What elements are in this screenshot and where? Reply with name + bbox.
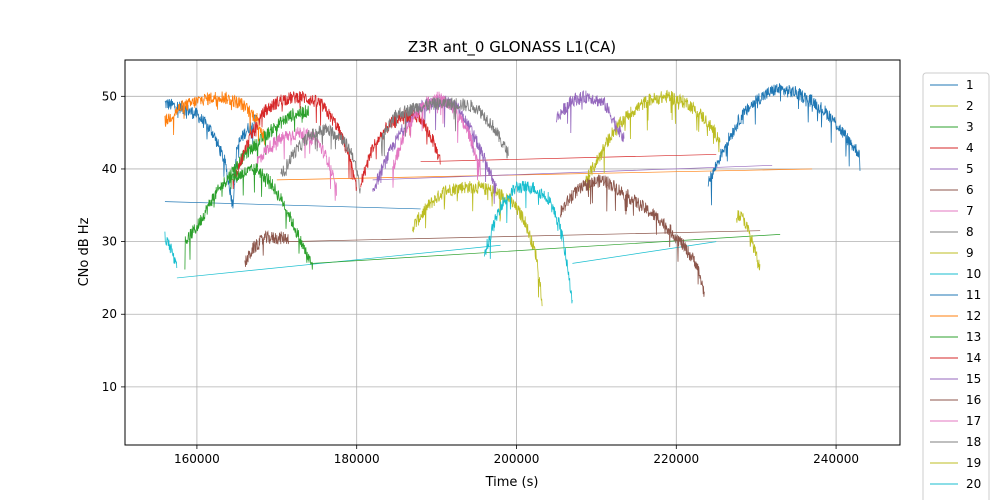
connector-line	[164, 201, 421, 210]
x-tick-label: 240000	[813, 452, 859, 466]
legend-label: 20	[966, 477, 981, 491]
series-line-19	[735, 210, 761, 271]
y-axis-label: CNo dB Hz	[77, 217, 92, 286]
x-axis-label: Time (s)	[485, 475, 539, 490]
legend-label: 6	[966, 183, 974, 197]
x-axis: 160000 180000 200000 220000 240000	[174, 445, 859, 466]
series-line-9	[584, 89, 721, 191]
legend-label: 3	[966, 120, 974, 134]
legend-label: 15	[966, 372, 981, 386]
series-group	[164, 83, 861, 307]
series-line-20	[484, 180, 573, 304]
series-line-14	[360, 108, 441, 188]
connector-line	[288, 230, 761, 242]
x-tick-label: 220000	[653, 452, 699, 466]
legend-label: 2	[966, 99, 974, 113]
legend-label: 18	[966, 435, 981, 449]
grid	[125, 60, 900, 445]
x-tick-label: 160000	[174, 452, 220, 466]
legend-label: 1	[966, 78, 974, 92]
series-line-2	[412, 179, 543, 307]
legend-label: 4	[966, 141, 974, 155]
connector-line	[572, 241, 717, 264]
series-line-6	[244, 230, 290, 267]
legend-label: 19	[966, 456, 981, 470]
series-line-16	[560, 174, 705, 297]
legend-label: 14	[966, 351, 981, 365]
legend-label: 5	[966, 162, 974, 176]
y-axis: 10 20 30 40 50	[102, 89, 125, 394]
legend-label: 13	[966, 330, 981, 344]
series-line-15	[556, 90, 625, 143]
y-tick-label: 20	[102, 307, 117, 321]
plot-frame	[124, 59, 901, 446]
connector-line	[372, 164, 773, 181]
series-line-11	[707, 83, 861, 206]
legend-label: 11	[966, 288, 981, 302]
legend-label: 8	[966, 225, 974, 239]
legend-label: 12	[966, 309, 981, 323]
series-line-13	[228, 163, 313, 270]
series-line-4	[232, 91, 357, 191]
y-tick-label: 50	[102, 89, 117, 103]
legend-label: 7	[966, 204, 974, 218]
y-tick-label: 10	[102, 380, 117, 394]
legend-label: 17	[966, 414, 981, 428]
series-line-12	[164, 91, 265, 145]
series-line-7	[256, 127, 337, 201]
series-line-18	[380, 97, 509, 159]
series-line-10	[164, 231, 178, 269]
x-tick-label: 180000	[334, 452, 380, 466]
connector-line	[276, 168, 813, 181]
connector-lines	[164, 154, 813, 279]
y-tick-label: 30	[102, 235, 117, 249]
x-tick-label: 200000	[494, 452, 540, 466]
series-line-8	[280, 123, 361, 194]
series-line-17	[392, 91, 481, 188]
legend-label: 16	[966, 393, 981, 407]
y-tick-label: 40	[102, 162, 117, 176]
connector-line	[420, 154, 717, 163]
connector-line	[312, 233, 781, 264]
legend-label: 10	[966, 267, 981, 281]
chart-title: Z3R ant_0 GLONASS L1(CA)	[408, 38, 616, 57]
series-line-3	[184, 105, 309, 270]
legend-label: 9	[966, 246, 974, 260]
